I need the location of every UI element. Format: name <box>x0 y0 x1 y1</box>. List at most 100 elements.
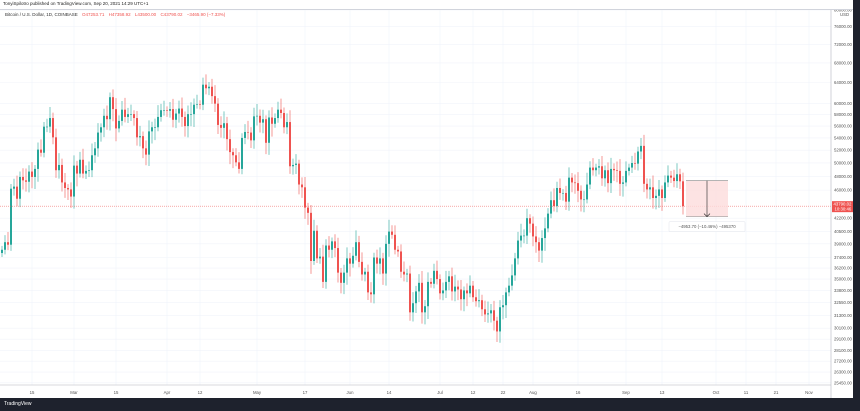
candle <box>589 161 591 190</box>
candle <box>508 277 510 297</box>
candle <box>442 282 444 301</box>
candle <box>31 162 33 189</box>
candle <box>517 231 519 265</box>
candle-body <box>37 149 39 169</box>
candle <box>406 268 408 283</box>
candle-body <box>535 236 537 243</box>
candle <box>1 245 3 257</box>
candle <box>367 264 369 300</box>
candle-body <box>226 123 228 140</box>
candle <box>55 128 57 178</box>
candle <box>547 208 549 233</box>
candle-body <box>643 145 645 184</box>
candle <box>349 252 351 277</box>
candle <box>151 121 153 144</box>
candle-body <box>25 180 27 182</box>
time-tick-label: 21 <box>774 390 779 395</box>
candle <box>316 225 318 264</box>
candle <box>22 168 24 190</box>
candle <box>163 100 165 116</box>
candle-body <box>529 218 531 224</box>
candle <box>412 292 414 322</box>
candle-body <box>328 245 330 250</box>
candle-body <box>118 120 120 129</box>
time-tick-label: 14 <box>387 390 392 395</box>
candle <box>229 129 231 165</box>
candle <box>46 118 48 133</box>
candle <box>421 270 423 324</box>
candle <box>28 165 30 193</box>
candle-body <box>313 230 315 261</box>
candle-body <box>322 256 324 282</box>
price-chart[interactable]: −4953.70 (−10.46%) −495370 80000.00 76000.… <box>0 10 860 398</box>
candle-body <box>340 272 342 283</box>
candle-body <box>175 113 177 120</box>
candle-body <box>439 279 441 294</box>
time-tick-label: Oct <box>713 390 720 395</box>
candle-body <box>661 189 663 199</box>
candle <box>652 175 654 209</box>
candle <box>19 171 21 208</box>
candle-body <box>325 245 327 282</box>
time-tick-label: 22 <box>501 390 506 395</box>
candle-body <box>157 116 159 128</box>
candle <box>103 108 105 138</box>
candle <box>394 225 396 255</box>
candle <box>631 155 633 173</box>
candle-body <box>16 186 18 199</box>
candle <box>136 110 138 146</box>
candle <box>682 172 684 215</box>
candle-body <box>70 189 72 197</box>
candle-body <box>121 109 123 121</box>
ohlc-open: O47253.71 <box>82 12 105 17</box>
candle-body <box>58 164 60 171</box>
candle <box>37 142 39 182</box>
tradingview-logo: TradingView <box>4 401 32 407</box>
price-tick-label: 35000.00 <box>834 277 853 282</box>
candle-body <box>418 282 420 292</box>
candle <box>460 280 462 311</box>
candle <box>64 172 66 198</box>
candle <box>448 270 450 291</box>
time-tick-label: Aug <box>529 390 537 395</box>
candle-body <box>445 281 447 291</box>
candle-body <box>505 292 507 306</box>
candle-body <box>595 167 597 171</box>
candle <box>385 235 387 286</box>
candle-body <box>343 272 345 283</box>
candle <box>577 172 579 203</box>
candle <box>202 77 204 111</box>
candle <box>97 123 99 157</box>
ohlc-low: L43500.00 <box>134 12 157 17</box>
candle <box>79 151 81 178</box>
candle <box>433 263 435 289</box>
candle <box>130 104 132 121</box>
candle-body <box>337 248 339 273</box>
candle <box>436 260 438 285</box>
candle-body <box>289 122 291 167</box>
candle <box>259 109 261 133</box>
candle <box>571 172 573 193</box>
candle-body <box>208 86 210 89</box>
candle <box>403 261 405 282</box>
candle-body <box>544 228 546 239</box>
time-tick-label: 12 <box>198 390 203 395</box>
candle <box>601 156 603 186</box>
candle-body <box>457 286 459 290</box>
candle <box>265 115 267 155</box>
candle <box>154 118 156 141</box>
price-tick-label: 60000.00 <box>834 101 853 106</box>
footer-bar: TradingView <box>0 398 860 411</box>
candle-body <box>454 286 456 292</box>
candle <box>340 267 342 294</box>
candle-body <box>244 131 246 138</box>
candle-body <box>223 123 225 128</box>
candle <box>679 168 681 189</box>
candle-body <box>487 313 489 315</box>
candle-body <box>334 241 336 249</box>
candle-body <box>268 117 270 143</box>
candle <box>550 191 552 219</box>
candle-body <box>307 207 309 213</box>
candle-body <box>262 119 264 123</box>
candle-body <box>202 84 204 105</box>
